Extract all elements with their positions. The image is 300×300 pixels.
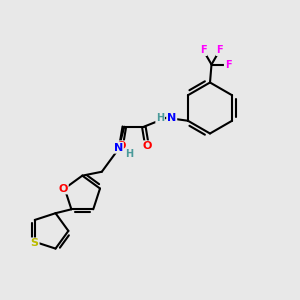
Text: S: S <box>31 238 39 248</box>
Text: O: O <box>58 184 68 194</box>
Text: N: N <box>114 143 123 153</box>
Text: O: O <box>117 141 126 151</box>
Text: F: F <box>200 45 207 55</box>
Text: H: H <box>125 149 134 159</box>
Text: F: F <box>225 59 231 70</box>
Text: H: H <box>156 113 164 123</box>
Text: F: F <box>216 45 223 55</box>
Text: O: O <box>142 141 152 151</box>
Text: N: N <box>167 113 176 123</box>
